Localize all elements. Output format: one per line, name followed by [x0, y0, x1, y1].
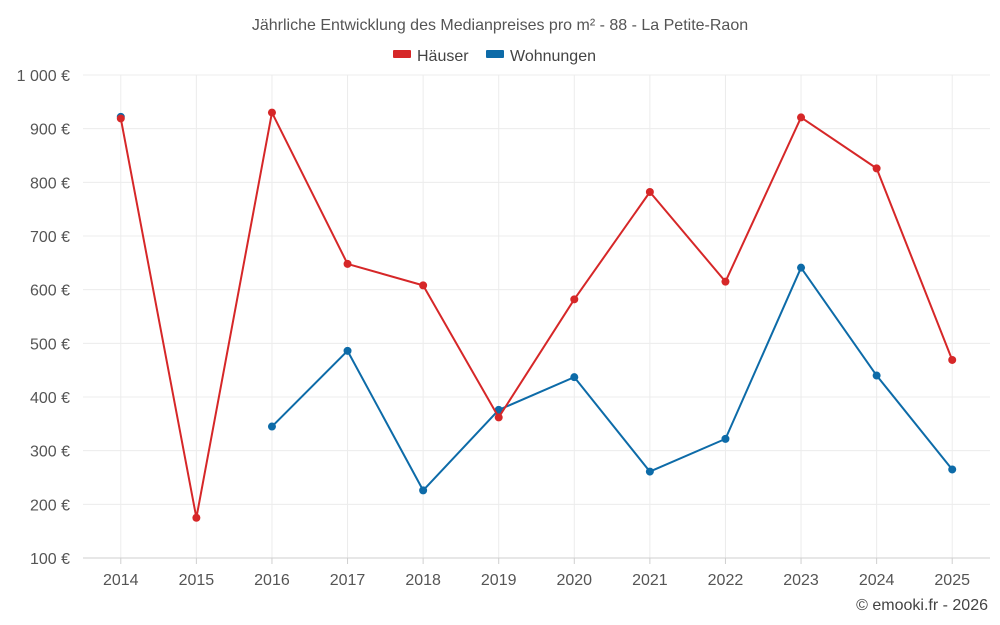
data-point-haeuser[interactable] — [494, 413, 503, 422]
data-point-haeuser[interactable] — [267, 108, 276, 117]
y-tick-label: 300 € — [30, 444, 70, 461]
x-tick-label: 2022 — [708, 572, 744, 589]
x-tick-label: 2017 — [330, 572, 366, 589]
y-tick-label: 1 000 € — [17, 68, 70, 85]
x-tick-label: 2025 — [934, 572, 970, 589]
data-point-haeuser[interactable] — [948, 355, 957, 364]
y-tick-label: 100 € — [30, 551, 70, 568]
gridlines — [83, 74, 990, 559]
legend-swatch-wohnungen — [486, 50, 504, 58]
x-tick-label: 2015 — [179, 572, 215, 589]
legend-swatch-haeuser — [393, 50, 411, 58]
x-tick-label: 2014 — [103, 572, 139, 589]
x-tick-label: 2024 — [859, 572, 895, 589]
y-tick-label: 500 € — [30, 336, 70, 353]
x-tick-label: 2021 — [632, 572, 668, 589]
series-haeuser — [116, 108, 957, 522]
credit-text: © emooki.fr - 2026 — [856, 597, 988, 614]
data-point-wohnungen[interactable] — [645, 467, 654, 476]
data-point-haeuser[interactable] — [343, 259, 352, 268]
data-point-haeuser[interactable] — [645, 187, 654, 196]
series-line-haeuser — [119, 111, 954, 519]
y-tick-label: 800 € — [30, 175, 70, 192]
data-point-haeuser[interactable] — [570, 295, 579, 304]
chart-title: Jährliche Entwicklung des Medianpreises … — [252, 17, 748, 34]
series-wohnungen — [116, 112, 957, 495]
data-point-wohnungen[interactable] — [872, 371, 881, 380]
y-tick-label: 200 € — [30, 497, 70, 514]
y-axis-ticks: 100 € 200 € 300 € 400 € 500 € 600 € 700 € 800 €… — [17, 68, 70, 568]
data-point-wohnungen[interactable] — [494, 405, 503, 414]
legend-label-haeuser: Häuser — [417, 48, 469, 65]
data-point-wohnungen[interactable] — [570, 373, 579, 382]
legend-label-wohnungen: Wohnungen — [510, 48, 596, 65]
series-layer — [116, 108, 957, 522]
legend: Häuser Wohnungen — [393, 48, 596, 65]
data-point-haeuser[interactable] — [419, 281, 428, 290]
data-point-haeuser[interactable] — [116, 114, 125, 123]
data-point-wohnungen[interactable] — [419, 486, 428, 495]
data-point-haeuser[interactable] — [192, 513, 201, 522]
data-point-wohnungen[interactable] — [343, 346, 352, 355]
x-tick-label: 2023 — [783, 572, 819, 589]
y-tick-label: 400 € — [30, 390, 70, 407]
data-point-wohnungen[interactable] — [721, 434, 730, 443]
data-point-haeuser[interactable] — [721, 277, 730, 286]
y-tick-label: 700 € — [30, 229, 70, 246]
legend-item-haeuser[interactable]: Häuser — [393, 48, 469, 65]
x-tick-label: 2019 — [481, 572, 517, 589]
x-axis-ticks: 2014 2015 2016 2017 2018 2019 2020 2021 2022 2023… — [103, 558, 970, 589]
series-line-wohnungen — [271, 266, 953, 492]
x-tick-label: 2016 — [254, 572, 290, 589]
data-point-wohnungen[interactable] — [948, 465, 957, 474]
data-point-wohnungen[interactable] — [267, 422, 276, 431]
data-point-haeuser[interactable] — [872, 164, 881, 173]
data-point-haeuser[interactable] — [797, 113, 806, 122]
y-tick-label: 600 € — [30, 283, 70, 300]
data-point-wohnungen[interactable] — [797, 263, 806, 272]
x-tick-label: 2018 — [405, 572, 441, 589]
y-tick-label: 900 € — [30, 122, 70, 139]
legend-item-wohnungen[interactable]: Wohnungen — [486, 48, 596, 65]
x-tick-label: 2020 — [556, 572, 592, 589]
